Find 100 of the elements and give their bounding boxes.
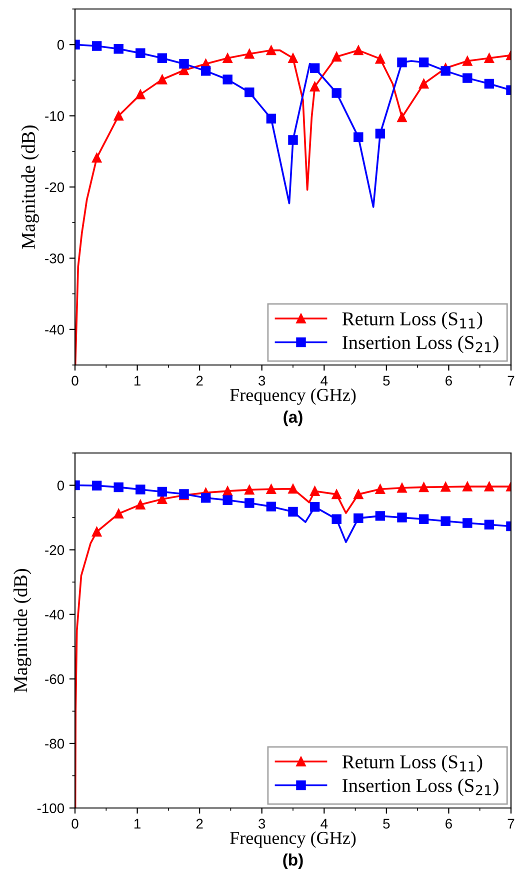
legend-label: Return Loss (S$_{11}$) <box>342 754 482 772</box>
x-tick-label: 0 <box>72 376 78 386</box>
legend-label: Insertion Loss (S$_{21}$) <box>342 335 498 354</box>
point <box>332 88 342 98</box>
point <box>244 87 254 98</box>
point <box>310 63 320 73</box>
point <box>462 482 472 492</box>
point <box>136 48 146 58</box>
point <box>266 45 276 56</box>
y-tick-label: -60 <box>45 674 64 684</box>
point <box>179 58 189 69</box>
text: (b) <box>283 853 303 870</box>
legend-label: Return Loss (S$_{11}$) <box>342 312 482 330</box>
x-tick-label: 1 <box>134 376 140 386</box>
point <box>462 73 472 83</box>
point <box>157 53 168 63</box>
point <box>332 489 342 500</box>
point <box>310 82 320 92</box>
x-tick-label: 7 <box>508 376 514 386</box>
point <box>222 495 232 505</box>
point <box>375 511 386 521</box>
point <box>222 486 232 496</box>
point <box>462 518 472 528</box>
y-tick-label: -40 <box>45 610 64 620</box>
x-tick-label: 2 <box>196 818 203 828</box>
point <box>244 484 254 495</box>
point <box>397 512 407 522</box>
x-tick-label: 4 <box>320 818 328 828</box>
point <box>266 484 276 494</box>
point <box>354 132 364 142</box>
point <box>310 502 320 512</box>
point <box>484 78 494 89</box>
point <box>418 482 429 492</box>
x-tick-label: 5 <box>383 376 390 386</box>
x-tick-label: 2 <box>196 376 203 386</box>
point <box>244 498 254 508</box>
y-tick-label: -100 <box>37 803 64 814</box>
point <box>484 482 494 492</box>
point <box>200 493 211 503</box>
x-tick-label: 1 <box>134 818 140 828</box>
point <box>354 513 364 524</box>
x-axis-title: Frequency (GHz) <box>230 831 356 848</box>
x-tick-label: 7 <box>508 818 514 828</box>
point <box>288 53 298 63</box>
point <box>397 58 407 68</box>
x-tick-label: 5 <box>383 818 390 829</box>
point <box>375 54 386 64</box>
point <box>332 514 342 524</box>
y-tick-label: -20 <box>45 182 64 192</box>
point <box>375 484 386 494</box>
point <box>92 152 102 163</box>
point <box>288 484 298 494</box>
point <box>288 135 298 145</box>
y-axis-title: Magnitude (dB) <box>21 125 39 249</box>
point <box>136 484 146 494</box>
point <box>114 482 124 492</box>
point <box>332 52 342 62</box>
y-axis-title: Magnitude (dB) <box>14 568 32 692</box>
point <box>92 41 102 51</box>
point <box>114 110 124 121</box>
point <box>136 500 146 510</box>
x-tick-label: 6 <box>446 818 452 829</box>
point <box>397 112 407 122</box>
text: (a) <box>284 410 302 426</box>
point <box>244 48 254 59</box>
point <box>266 502 276 512</box>
y-tick-label: -10 <box>45 111 64 121</box>
point <box>114 508 124 519</box>
point <box>462 56 472 66</box>
point <box>92 480 102 490</box>
point <box>310 486 320 496</box>
x-tick-label: 3 <box>258 818 266 829</box>
point <box>484 520 494 530</box>
y-tick-label: 0 <box>57 40 64 50</box>
legend-label: Insertion Loss (S$_{21}$) <box>342 778 498 796</box>
point <box>484 53 494 63</box>
point <box>114 44 124 54</box>
point <box>418 514 429 524</box>
y-tick-label: -20 <box>45 545 64 555</box>
point <box>418 78 429 89</box>
x-tick-label: 6 <box>446 376 452 386</box>
x-tick-label: 0 <box>72 818 78 829</box>
x-axis-title: Frequency (GHz) <box>230 388 356 405</box>
point <box>375 128 386 138</box>
point <box>136 90 146 100</box>
point <box>440 66 450 76</box>
point <box>397 482 407 493</box>
point <box>354 489 364 500</box>
point <box>354 45 364 56</box>
point <box>222 53 232 63</box>
point <box>440 482 450 492</box>
x-tick-label: 3 <box>258 376 266 386</box>
point <box>92 526 102 537</box>
point <box>200 66 211 76</box>
point <box>440 516 450 526</box>
point <box>222 74 232 84</box>
point <box>157 74 168 84</box>
point <box>288 506 298 517</box>
x-tick-label: 4 <box>320 376 328 386</box>
y-tick-label: -40 <box>45 324 64 335</box>
